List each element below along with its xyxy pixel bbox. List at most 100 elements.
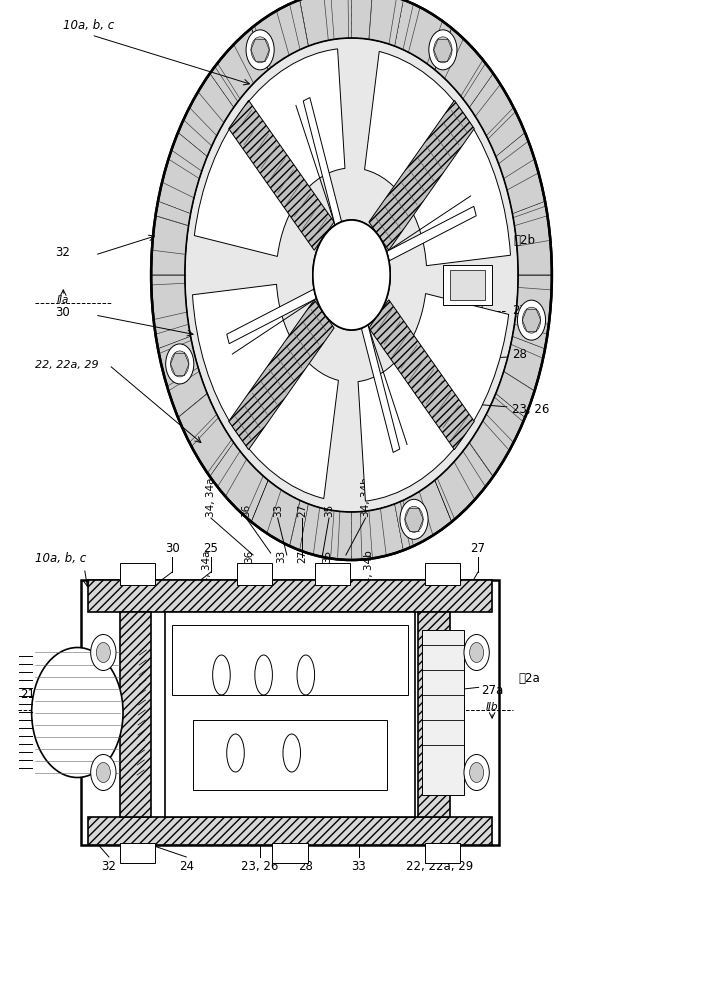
- Wedge shape: [352, 0, 404, 46]
- Bar: [425, 843, 460, 863]
- Polygon shape: [369, 300, 475, 450]
- Wedge shape: [209, 443, 268, 522]
- Ellipse shape: [227, 734, 245, 772]
- Wedge shape: [178, 394, 233, 477]
- Wedge shape: [151, 201, 191, 275]
- Bar: [120, 563, 155, 585]
- Polygon shape: [228, 300, 334, 450]
- Text: 23, 26: 23, 26: [512, 403, 549, 416]
- Bar: [193, 720, 387, 790]
- Circle shape: [429, 30, 457, 70]
- Wedge shape: [358, 294, 509, 501]
- Bar: [172, 625, 408, 695]
- Wedge shape: [496, 336, 545, 418]
- Wedge shape: [299, 0, 352, 46]
- Bar: [120, 843, 155, 863]
- Bar: [88, 817, 492, 845]
- Text: 図2b: 図2b: [513, 233, 535, 246]
- Text: 34, 34a: 34, 34a: [206, 478, 216, 517]
- Circle shape: [166, 344, 194, 384]
- Circle shape: [517, 300, 546, 340]
- Ellipse shape: [283, 734, 301, 772]
- Wedge shape: [434, 443, 494, 522]
- Text: 27: 27: [297, 550, 307, 563]
- Ellipse shape: [297, 655, 315, 695]
- Circle shape: [32, 648, 123, 778]
- Circle shape: [470, 643, 484, 662]
- Polygon shape: [387, 206, 476, 261]
- Text: 35: 35: [324, 504, 334, 517]
- Bar: [315, 563, 349, 585]
- Text: IIa: IIa: [472, 303, 484, 313]
- Wedge shape: [158, 336, 207, 418]
- Wedge shape: [470, 394, 525, 477]
- Polygon shape: [369, 100, 475, 250]
- Text: 27a: 27a: [482, 684, 504, 696]
- Wedge shape: [496, 133, 545, 214]
- Circle shape: [96, 762, 110, 782]
- Text: 22, 22a, 29: 22, 22a, 29: [35, 360, 99, 370]
- Text: IIb: IIb: [34, 702, 47, 712]
- Bar: [165, 612, 415, 817]
- Polygon shape: [303, 98, 342, 225]
- Bar: [238, 563, 272, 585]
- Circle shape: [171, 351, 189, 377]
- Text: 32: 32: [56, 245, 70, 258]
- Circle shape: [313, 220, 390, 330]
- Text: 27: 27: [297, 504, 307, 517]
- Wedge shape: [352, 504, 404, 560]
- Bar: [120, 612, 151, 817]
- Bar: [88, 580, 492, 612]
- Bar: [418, 612, 450, 817]
- Wedge shape: [178, 73, 233, 157]
- Wedge shape: [512, 201, 552, 275]
- Wedge shape: [209, 28, 269, 107]
- Wedge shape: [394, 0, 452, 70]
- Text: 34, 34a: 34, 34a: [202, 550, 212, 590]
- Wedge shape: [512, 275, 552, 349]
- Text: IIa: IIa: [57, 295, 70, 305]
- Polygon shape: [228, 100, 334, 250]
- Text: 21: 21: [20, 688, 35, 702]
- Circle shape: [464, 635, 489, 670]
- Text: 32: 32: [101, 860, 117, 873]
- Wedge shape: [151, 275, 191, 349]
- Circle shape: [96, 643, 110, 662]
- Bar: [81, 580, 499, 845]
- Text: 34, 34b: 34, 34b: [361, 477, 370, 517]
- Wedge shape: [251, 480, 309, 550]
- Text: 10a, b, c: 10a, b, c: [35, 552, 86, 565]
- Bar: [422, 630, 464, 795]
- Wedge shape: [394, 480, 452, 550]
- Bar: [272, 843, 307, 863]
- Circle shape: [405, 506, 423, 532]
- Wedge shape: [365, 51, 510, 266]
- Text: 33: 33: [352, 860, 366, 873]
- Ellipse shape: [255, 655, 273, 695]
- Text: 図2a: 図2a: [519, 672, 541, 684]
- Circle shape: [434, 37, 452, 63]
- Text: 25: 25: [203, 542, 219, 555]
- Bar: [450, 270, 485, 300]
- Wedge shape: [158, 133, 207, 214]
- Circle shape: [185, 38, 518, 512]
- Circle shape: [464, 754, 489, 790]
- Circle shape: [470, 762, 484, 782]
- Ellipse shape: [212, 655, 231, 695]
- Text: 28: 28: [298, 860, 314, 873]
- Circle shape: [522, 307, 541, 333]
- Circle shape: [251, 37, 269, 63]
- Text: 33: 33: [276, 550, 286, 563]
- Wedge shape: [194, 49, 345, 256]
- Wedge shape: [470, 73, 525, 157]
- Text: 10a, b, c: 10a, b, c: [63, 19, 115, 32]
- Text: 30: 30: [56, 306, 70, 318]
- Text: 36: 36: [245, 550, 254, 563]
- Circle shape: [400, 499, 428, 539]
- Wedge shape: [434, 28, 494, 107]
- Wedge shape: [252, 0, 309, 70]
- Text: 36: 36: [241, 504, 251, 517]
- Wedge shape: [299, 504, 352, 560]
- Text: 23, 26: 23, 26: [241, 860, 279, 873]
- Circle shape: [246, 30, 274, 70]
